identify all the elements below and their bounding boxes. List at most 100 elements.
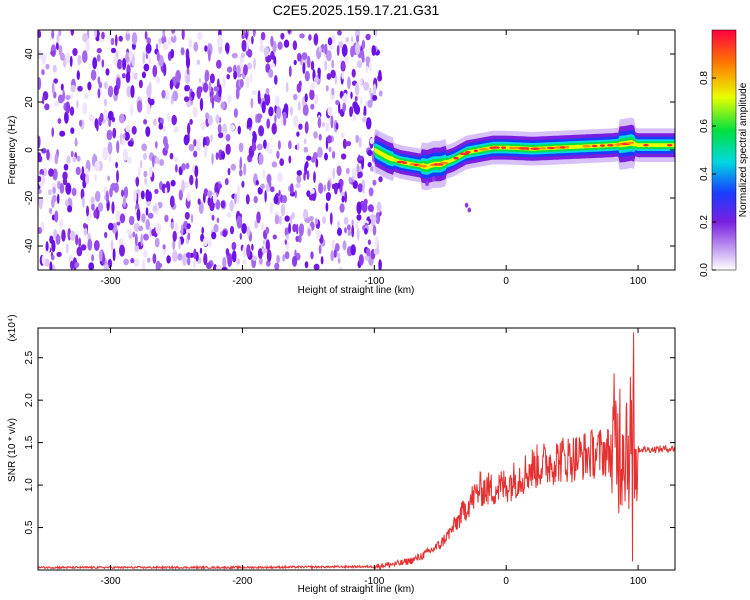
ridge-peak bbox=[525, 147, 530, 150]
noise-blob bbox=[99, 112, 104, 123]
noise-blob bbox=[269, 62, 276, 68]
noise-blob bbox=[276, 106, 282, 119]
noise-blob bbox=[107, 222, 114, 231]
ridge-band bbox=[374, 139, 675, 170]
noise-blob bbox=[211, 214, 215, 221]
noise-blob bbox=[276, 255, 280, 264]
noise-blob bbox=[310, 103, 315, 110]
noise-blob bbox=[238, 142, 244, 153]
noise-blob bbox=[87, 81, 92, 91]
noise-blob bbox=[352, 114, 356, 122]
noise-blob bbox=[133, 222, 140, 232]
noise-blob bbox=[143, 233, 149, 241]
noise-blob bbox=[365, 65, 369, 73]
noise-blob bbox=[110, 37, 115, 46]
noise-blob bbox=[326, 73, 332, 80]
noise-blob bbox=[154, 188, 159, 194]
noise-blob bbox=[217, 124, 222, 134]
noise-blob bbox=[82, 179, 87, 189]
noise-blob bbox=[223, 130, 226, 140]
noise-blob bbox=[141, 259, 146, 270]
noise-blob bbox=[54, 153, 59, 165]
noise-blob bbox=[298, 123, 303, 130]
noise-blob bbox=[274, 75, 278, 85]
noise-blob bbox=[369, 137, 374, 145]
noise-blob bbox=[294, 189, 298, 199]
noise-blob bbox=[343, 216, 349, 225]
noise-blob bbox=[111, 201, 115, 214]
noise-blob bbox=[269, 202, 274, 214]
noise-blob bbox=[198, 201, 204, 215]
noise-blob bbox=[253, 57, 256, 70]
noise-blob bbox=[358, 254, 364, 266]
noise-blob bbox=[122, 148, 129, 161]
ridge-peak bbox=[600, 144, 605, 147]
noise-blob bbox=[293, 59, 297, 66]
noise-blob bbox=[70, 84, 76, 93]
noise-blob bbox=[96, 47, 102, 54]
noise-blob bbox=[110, 182, 117, 191]
noise-blob bbox=[288, 65, 292, 78]
noise-blob bbox=[133, 258, 140, 267]
noise-blob bbox=[193, 248, 197, 260]
noise-blob bbox=[50, 50, 56, 56]
noise-blob bbox=[239, 78, 244, 88]
noise-blob bbox=[355, 134, 360, 143]
noise-blob bbox=[236, 258, 241, 265]
ridge-peak bbox=[530, 147, 541, 150]
noise-blob bbox=[378, 176, 383, 183]
y-tick-label: 2.0 bbox=[24, 393, 35, 407]
ridge-peak bbox=[559, 146, 566, 149]
noise-blob bbox=[266, 249, 272, 262]
noise-blob bbox=[161, 89, 166, 99]
noise-blob bbox=[138, 225, 144, 232]
noise-blob bbox=[108, 151, 112, 163]
noise-blob bbox=[178, 189, 183, 201]
noise-blob bbox=[64, 199, 69, 207]
noise-blob bbox=[162, 244, 166, 250]
noise-blob bbox=[334, 183, 338, 195]
colorbar-tick-label: 0.4 bbox=[699, 167, 710, 181]
noise-blob bbox=[187, 122, 191, 136]
noise-blob bbox=[77, 85, 83, 92]
noise-region bbox=[38, 30, 383, 270]
noise-blob bbox=[315, 158, 319, 168]
noise-blob bbox=[347, 224, 351, 231]
noise-blob bbox=[121, 137, 126, 147]
noise-blob bbox=[220, 101, 226, 110]
noise-blob bbox=[341, 60, 345, 72]
noise-blob bbox=[170, 221, 174, 229]
noise-blob bbox=[359, 78, 363, 87]
noise-blob bbox=[166, 255, 171, 264]
noise-blob bbox=[328, 146, 332, 153]
noise-blob bbox=[145, 191, 148, 198]
ridge-peak bbox=[626, 141, 635, 145]
noise-blob bbox=[124, 131, 130, 141]
ridge-peak bbox=[667, 143, 673, 147]
noise-blob bbox=[246, 244, 251, 258]
noise-blob bbox=[49, 261, 53, 270]
noise-blob bbox=[271, 123, 277, 135]
noise-blob bbox=[227, 167, 231, 176]
x-tick-label: 100 bbox=[630, 576, 647, 587]
noise-blob bbox=[306, 55, 311, 68]
noise-blob bbox=[56, 34, 60, 44]
noise-blob bbox=[66, 51, 70, 64]
noise-blob bbox=[241, 223, 247, 234]
noise-blob bbox=[251, 35, 254, 45]
noise-blob bbox=[296, 83, 302, 93]
noise-blob bbox=[229, 124, 236, 132]
noise-blob bbox=[155, 157, 160, 165]
noise-blob bbox=[123, 133, 126, 139]
noise-blob bbox=[54, 210, 59, 223]
ridge-peak bbox=[453, 156, 459, 160]
noise-blob bbox=[115, 161, 118, 169]
noise-blob bbox=[324, 43, 328, 55]
noise-blob bbox=[146, 85, 152, 98]
noise-blob bbox=[82, 102, 87, 115]
noise-blob bbox=[342, 102, 347, 113]
noise-blob bbox=[317, 117, 322, 129]
noise-blob bbox=[296, 170, 302, 176]
noise-blob bbox=[164, 142, 169, 151]
noise-blob bbox=[48, 207, 53, 214]
